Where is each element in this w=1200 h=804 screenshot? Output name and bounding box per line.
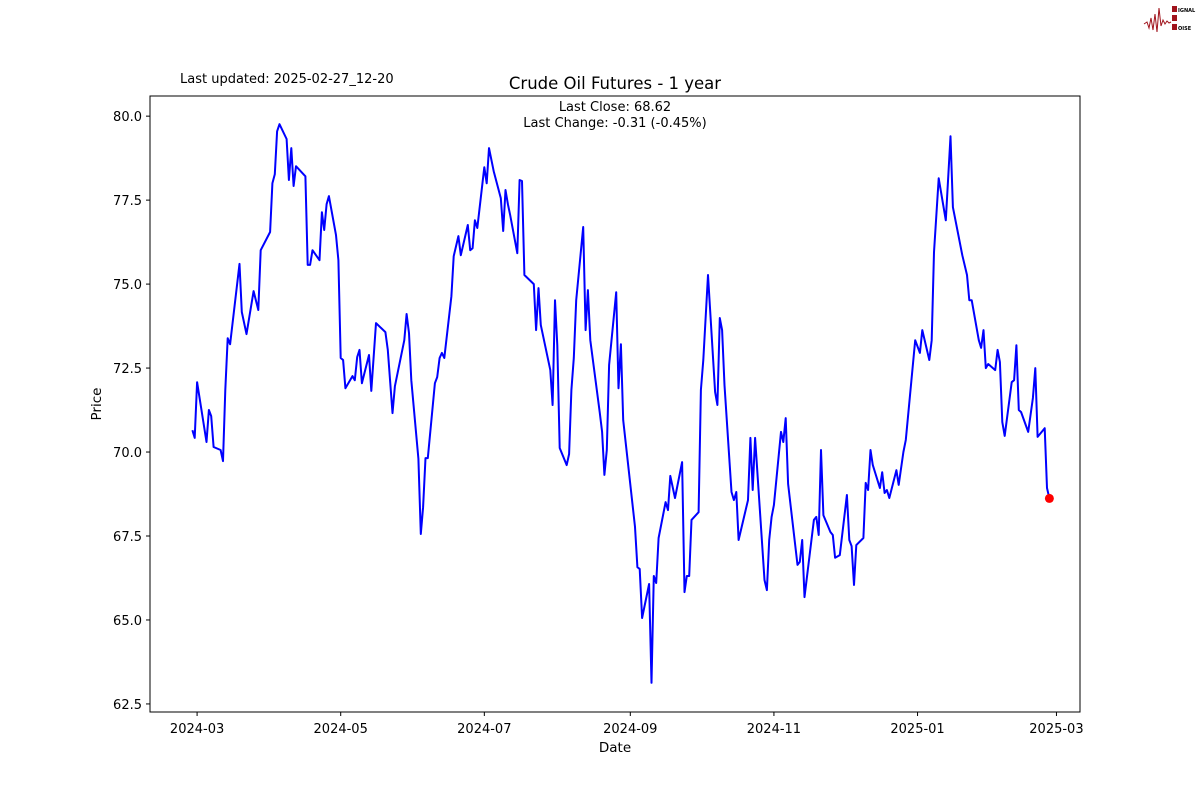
x-tick-label: 2024-05 bbox=[314, 722, 368, 737]
x-tick-label: 2024-11 bbox=[747, 722, 801, 737]
plot-area bbox=[191, 123, 1054, 684]
last-close-annotation: Last Close: 68.62 bbox=[559, 100, 671, 115]
x-tick-label: 2025-03 bbox=[1029, 722, 1083, 737]
y-tick-label: 67.5 bbox=[113, 530, 142, 545]
y-axis-label: Price bbox=[89, 388, 105, 421]
y-tick-label: 70.0 bbox=[113, 446, 142, 461]
last-close-marker bbox=[1044, 493, 1054, 503]
y-tick-label: 62.5 bbox=[113, 698, 142, 713]
y-axis: 62.5 65.0 67.5 70.0 72.5 75.0 77.5 80.0 bbox=[113, 110, 150, 713]
axes-frame bbox=[149, 95, 1081, 713]
signal-2-noise-logo: IGNAL OISE bbox=[1143, 6, 1196, 33]
x-tick-label: 2025-01 bbox=[890, 722, 944, 737]
last-change-annotation: Last Change: -0.31 (-0.45%) bbox=[523, 116, 706, 131]
y-tick-label: 77.5 bbox=[113, 194, 142, 209]
y-tick-label: 75.0 bbox=[113, 278, 142, 293]
x-tick-label: 2024-07 bbox=[457, 722, 511, 737]
x-tick-label: 2024-09 bbox=[603, 722, 657, 737]
svg-text:IGNAL: IGNAL bbox=[1178, 8, 1196, 14]
price-line bbox=[191, 123, 1051, 684]
y-tick-label: 72.5 bbox=[113, 362, 142, 377]
logo-waveform bbox=[1143, 7, 1172, 33]
x-axis-label: Date bbox=[599, 740, 631, 756]
last-updated-label: Last updated: 2025-02-27_12-20 bbox=[180, 72, 394, 87]
x-tick-label: 2024-03 bbox=[170, 722, 224, 737]
chart-title: Crude Oil Futures - 1 year bbox=[509, 74, 721, 93]
y-tick-label: 80.0 bbox=[113, 110, 142, 125]
x-axis: 2024-03 2024-05 2024-07 2024-09 2024-11 2025-… bbox=[170, 712, 1084, 737]
y-tick-label: 65.0 bbox=[113, 614, 142, 629]
svg-text:OISE: OISE bbox=[1178, 26, 1192, 32]
